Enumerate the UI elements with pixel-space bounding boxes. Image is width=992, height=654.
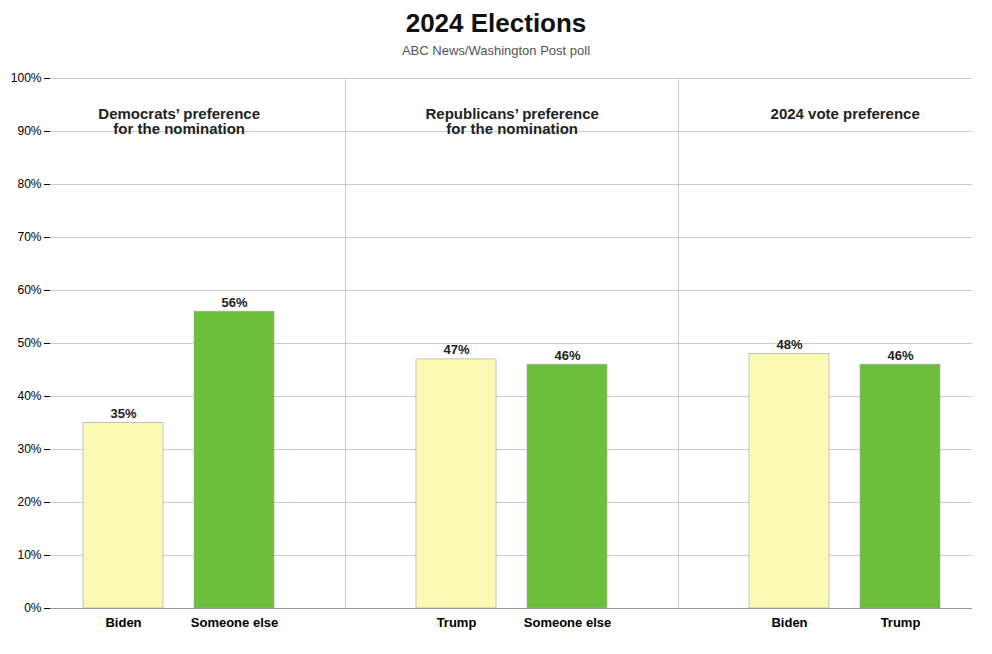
- svg-text:35%: 35%: [110, 406, 136, 421]
- svg-text:2024 vote preference: 2024 vote preference: [771, 105, 920, 122]
- svg-text:Biden: Biden: [771, 615, 807, 630]
- svg-text:40%: 40%: [17, 389, 41, 403]
- svg-text:100%: 100%: [11, 71, 42, 85]
- svg-text:70%: 70%: [17, 230, 41, 244]
- svg-text:48%: 48%: [776, 337, 802, 352]
- svg-text:Biden: Biden: [105, 615, 141, 630]
- html-text:2024 Elections: 2024 Elections: [405, 8, 587, 38]
- svg-text:46%: 46%: [887, 348, 913, 363]
- svg-text:Someone else: Someone else: [191, 615, 278, 630]
- svg-text:Trump: Trump: [881, 615, 921, 630]
- svg-text:0%: 0%: [24, 601, 42, 615]
- svg-text:56%: 56%: [221, 295, 247, 310]
- svg-text:Someone else: Someone else: [524, 615, 611, 630]
- svg-text:Democrats’ preferencefor the n: Democrats’ preferencefor the nomination: [98, 105, 260, 137]
- svg-text:60%: 60%: [17, 283, 41, 297]
- svg-text:47%: 47%: [443, 342, 469, 357]
- svg-text:10%: 10%: [17, 548, 41, 562]
- svg-text:80%: 80%: [17, 177, 41, 191]
- svg-text:50%: 50%: [17, 336, 41, 350]
- svg-text:90%: 90%: [17, 124, 41, 138]
- svg-text:Republicans’ preferencefor the: Republicans’ preferencefor the nominatio…: [425, 105, 598, 137]
- svg-text:46%: 46%: [554, 348, 580, 363]
- svg-text:Trump: Trump: [437, 615, 477, 630]
- svg-text:20%: 20%: [17, 495, 41, 509]
- html-text:ABC News/Washington Post poll: ABC News/Washington Post poll: [401, 43, 590, 58]
- svg-text:30%: 30%: [17, 442, 41, 456]
